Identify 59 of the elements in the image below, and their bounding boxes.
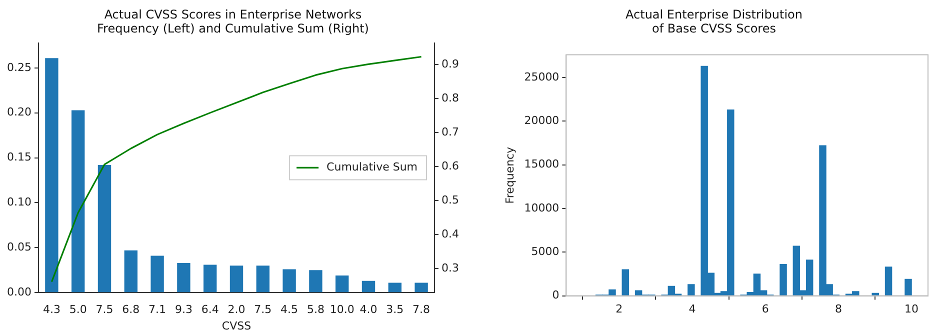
bar [282,269,296,292]
x-tick-label: 7.1 [148,303,166,316]
x-tick-label: 2.0 [228,303,246,316]
bar [150,256,164,292]
y-tick-label: 0.05 [6,240,32,254]
x-tick-label: 6.4 [201,303,219,316]
bar [256,266,270,292]
x-tick-label: 3.5 [386,303,404,316]
y2-tick-label: 0.7 [442,125,460,138]
x-tick-label: 7.8 [412,303,430,316]
y2-tick-label: 0.3 [442,261,460,274]
x-tick-label: 7.5 [254,303,272,316]
x-tick-label: 10 [904,302,919,316]
bar [230,266,244,292]
x-tick-label: 6 [762,302,769,316]
y-tick-label: 10000 [524,201,560,214]
y-tick-label: 20000 [524,114,560,128]
x-axis-title: CVSS [222,319,252,332]
y-tick-label: 0.20 [6,106,32,119]
legend-label: Cumulative Sum [326,160,418,174]
bar [204,264,217,292]
x-tick-label: 4.3 [42,303,60,316]
x-tick-label: 5.8 [306,303,324,316]
y2-tick-label: 0.4 [442,227,460,240]
x-tick-label: 9.3 [174,303,192,316]
y2-tick-label: 0.8 [442,91,460,104]
bar [336,276,349,292]
chart-title: Actual Enterprise Distribution of Base CVSS Scores [626,7,802,36]
x-tick-label: 4 [688,302,696,316]
y-axis-title: Frequency [503,146,516,204]
x-tick-label: 6.8 [122,303,140,316]
bar [124,250,138,292]
y2-tick-label: 0.5 [442,193,460,206]
y-tick-label: 0.15 [6,150,32,164]
bar [98,165,112,292]
bar [362,280,376,292]
x-tick-label: 5.0 [69,303,87,316]
y-tick-label: 0.25 [6,60,32,74]
y-tick-label: 0 [552,288,560,302]
y-tick-label: 5000 [531,245,560,258]
x-tick-label: 4.0 [360,303,378,316]
y-tick-label: 15000 [524,158,560,171]
x-tick-label: 7.5 [96,303,114,316]
y-tick-label: 0.00 [6,285,32,298]
bar [388,282,402,292]
bar [71,110,85,292]
x-tick-label: 4.5 [280,303,298,316]
y2-tick-label: 0.9 [442,57,460,70]
chart-title: Actual CVSS Scores in Enterprise Networks Frequency (Left) and Cumulative Sum (Right) [97,7,369,36]
y-tick-label: 25000 [524,70,560,84]
x-tick-label: 10.0 [330,303,354,316]
x-tick-label: 2 [616,302,623,316]
bar [309,270,322,292]
x-tick-label: 8 [834,302,842,316]
y-tick-label: 0.10 [6,196,32,209]
bar [45,58,58,292]
y2-tick-label: 0.6 [442,159,460,172]
bar [177,262,190,292]
bar [414,282,428,292]
